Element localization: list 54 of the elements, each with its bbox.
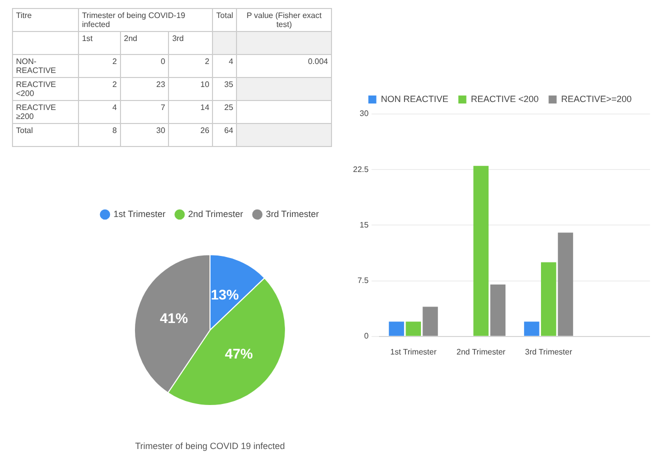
text: 7 — [160, 103, 166, 112]
text: 2 — [112, 80, 117, 89]
bar — [422, 306, 438, 336]
legend-label: REACTIVE>=200 — [561, 94, 632, 104]
x-tick-label: 1st Trimester — [390, 347, 437, 356]
y-tick-label: 30 — [360, 109, 370, 118]
text: 23 — [156, 80, 166, 89]
y-tick-label: 0 — [364, 332, 370, 341]
text: 25 — [224, 103, 234, 112]
legend-label: 1st Trimester — [113, 208, 166, 219]
data-label: 13% — [210, 286, 240, 302]
text: 14 — [200, 103, 210, 112]
legend-label: 2nd Trimester — [188, 208, 244, 219]
text: Titre — [16, 11, 32, 20]
bar — [524, 322, 540, 336]
bar — [473, 166, 489, 336]
text: 4 — [228, 57, 234, 66]
text: 26 — [200, 126, 210, 135]
y-tick-label: 22.5 — [352, 164, 370, 174]
text: 3rd — [172, 34, 184, 43]
data-label: 47% — [224, 345, 254, 362]
text: 2 — [112, 57, 117, 66]
legend-label: NON REACTIVE — [380, 94, 448, 104]
text: 2nd — [124, 34, 138, 43]
bar — [490, 284, 506, 336]
bar — [406, 322, 421, 336]
data-label: 41% — [160, 310, 188, 326]
x-tick-label: 2nd Trimester — [456, 347, 506, 356]
bar — [558, 232, 574, 336]
text: 0 — [160, 57, 166, 66]
text: Trimester of being COVID-19 infected — [82, 11, 186, 29]
bar — [540, 262, 556, 336]
text: 30 — [156, 126, 166, 135]
text: NON-REACTIVE — [16, 57, 56, 75]
text: 0.004 — [308, 57, 328, 66]
text: P value (Fisher exact test) — [246, 11, 322, 29]
bar — [388, 322, 404, 336]
text: 35 — [224, 80, 234, 89]
text: Trimester of being COVID 19 infected — [135, 441, 285, 452]
legend-label: 3rd Trimester — [266, 208, 319, 219]
text: 2 — [204, 57, 210, 66]
text: 8 — [112, 126, 117, 135]
text: 4 — [112, 103, 117, 112]
text: Total — [216, 11, 234, 20]
text: REACTIVE ≥200 — [16, 103, 56, 121]
x-tick-label: 3rd Trimester — [525, 347, 572, 356]
legend-label: REACTIVE <200 — [470, 94, 539, 104]
text: REACTIVE <200 — [16, 80, 56, 98]
text: 1st — [82, 34, 93, 43]
y-tick-label: 15 — [360, 220, 370, 230]
text: 10 — [200, 80, 210, 89]
y-tick-label: 7.5 — [357, 276, 370, 286]
text: Total — [16, 126, 33, 135]
text: 64 — [224, 126, 234, 135]
